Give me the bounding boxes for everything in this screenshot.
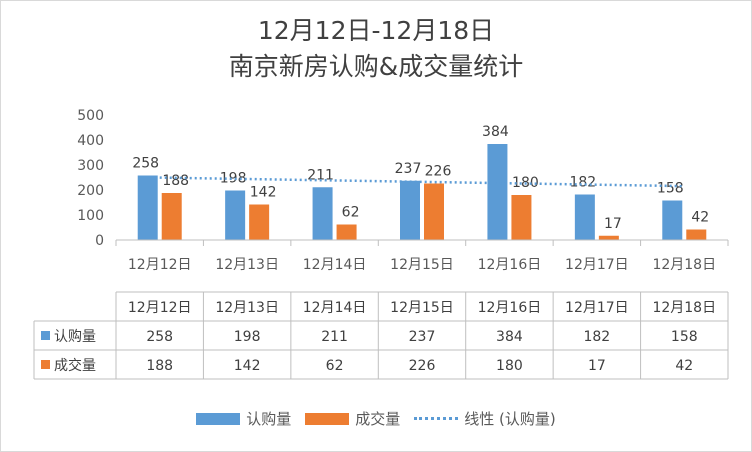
x-tick-label-6: 12月18日 [652,257,716,273]
chart-legend: 认购量 成交量 线性 (认购量) [0,408,752,429]
legend-swatch-subscription [196,412,241,425]
table-cell-subscription-3: 237 [409,329,436,345]
x-tick-label-0: 12月12日 [128,257,192,273]
x-tick-label-4: 12月16日 [478,257,542,273]
table-swatch-deals [41,360,50,369]
legend-label-trendline: 线性 (认购量) [464,410,556,428]
data-label-deals-3: 226 [425,164,452,180]
x-tick-label-1: 12月13日 [215,257,279,273]
legend-item-deals: 成交量 [305,408,400,429]
bar-subscription-3 [400,180,420,240]
y-tick-label-2: 200 [77,183,104,199]
data-label-subscription-1: 198 [220,171,247,187]
data-label-deals-6: 42 [691,210,709,226]
bar-deals-6 [686,229,707,240]
table-row-label-subscription: 认购量 [54,329,96,345]
y-tick-label-3: 300 [77,158,104,174]
table-header-3: 12月15日 [390,300,454,316]
chart-subtitle: 南京新房认购&成交量统计 [228,52,524,81]
table-header-6: 12月18日 [652,300,716,316]
table-cell-subscription-5: 182 [583,329,610,345]
data-label-subscription-6: 158 [657,181,684,197]
legend-swatch-deals [305,412,350,425]
table-swatch-subscription [41,331,50,340]
y-tick-label-1: 100 [77,208,104,224]
bar-deals-1 [249,204,270,240]
legend-item-subscription: 认购量 [196,408,291,429]
data-label-subscription-2: 211 [307,167,334,183]
table-cell-deals-6: 42 [675,358,693,374]
table-header-0: 12月12日 [128,300,192,316]
y-tick-label-0: 0 [95,233,104,249]
table-cell-deals-3: 226 [409,358,436,374]
chart-title: 12月12日-12月18日 [257,16,495,45]
table-cell-subscription-4: 384 [496,329,523,345]
y-tick-label-4: 400 [77,133,104,149]
table-cell-deals-1: 142 [234,358,261,374]
data-label-subscription-3: 237 [395,161,422,177]
data-label-deals-1: 142 [250,185,277,201]
x-tick-label-2: 12月14日 [303,257,367,273]
bar-deals-0 [161,193,182,240]
table-cell-subscription-2: 211 [321,329,348,345]
legend-item-trendline: 线性 (认购量) [414,408,556,429]
legend-label-deals: 成交量 [355,410,401,428]
bar-deals-3 [424,183,444,240]
table-row-label-deals: 成交量 [54,357,96,374]
table-cell-deals-2: 62 [326,358,344,374]
table-header-4: 12月16日 [478,300,542,316]
table-cell-deals-0: 188 [146,358,173,374]
bar-deals-4 [511,195,532,240]
bar-subscription-4 [487,144,508,240]
table-header-5: 12月17日 [565,300,629,316]
bar-subscription-5 [574,194,595,240]
table-cell-subscription-0: 258 [146,329,173,345]
x-tick-label-5: 12月17日 [565,257,629,273]
data-label-subscription-4: 384 [482,124,509,140]
data-label-deals-0: 188 [162,173,189,189]
y-tick-label-5: 500 [77,108,104,124]
table-header-2: 12月14日 [303,300,367,316]
data-label-deals-5: 17 [604,216,622,232]
legend-swatch-trendline [414,417,459,420]
bar-subscription-1 [225,190,246,240]
table-cell-deals-4: 180 [496,358,523,374]
data-label-deals-2: 62 [342,205,360,221]
table-cell-subscription-1: 198 [234,329,261,345]
bar-subscription-2 [312,187,333,240]
legend-label-subscription: 认购量 [246,410,292,428]
table-cell-deals-5: 17 [588,358,606,374]
bar-deals-2 [336,224,357,240]
data-label-subscription-0: 258 [132,156,159,172]
bar-deals-5 [598,235,619,240]
data-label-subscription-5: 182 [569,175,596,191]
x-tick-label-3: 12月15日 [390,257,454,273]
bar-subscription-0 [137,175,158,240]
bar-subscription-6 [662,200,683,240]
table-header-1: 12月13日 [215,300,279,316]
table-cell-subscription-6: 158 [671,329,698,345]
